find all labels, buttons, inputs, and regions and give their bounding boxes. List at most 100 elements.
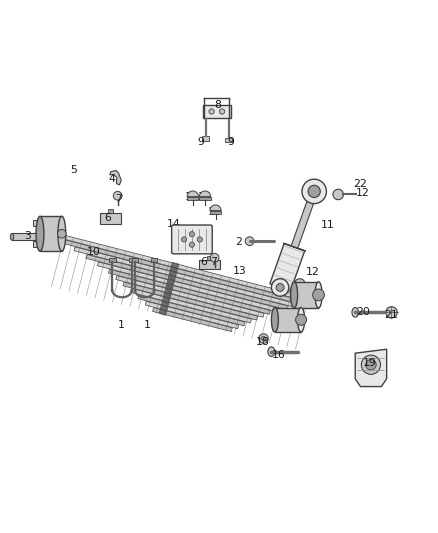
Circle shape xyxy=(259,334,268,343)
Text: 19: 19 xyxy=(363,358,377,368)
Polygon shape xyxy=(86,254,288,310)
Text: 15: 15 xyxy=(208,207,222,217)
Bar xyxy=(33,241,41,247)
Bar xyxy=(294,282,318,308)
Text: 1: 1 xyxy=(144,320,150,330)
Polygon shape xyxy=(270,244,305,291)
Polygon shape xyxy=(145,301,239,329)
Text: 4: 4 xyxy=(109,174,116,184)
Text: 15: 15 xyxy=(185,192,198,201)
Circle shape xyxy=(113,191,122,200)
Circle shape xyxy=(276,284,284,292)
Text: 21: 21 xyxy=(385,310,398,320)
Ellipse shape xyxy=(352,308,358,317)
Bar xyxy=(207,256,212,260)
Polygon shape xyxy=(138,295,245,326)
Bar xyxy=(108,209,113,213)
Polygon shape xyxy=(283,243,306,251)
Ellipse shape xyxy=(11,233,14,240)
Circle shape xyxy=(272,279,289,296)
Circle shape xyxy=(294,279,305,289)
Text: 11: 11 xyxy=(321,220,334,230)
Bar xyxy=(202,136,209,141)
Bar xyxy=(199,260,220,269)
Wedge shape xyxy=(210,205,221,211)
Bar xyxy=(199,197,211,200)
Text: 8: 8 xyxy=(214,100,221,110)
Circle shape xyxy=(181,237,187,242)
Circle shape xyxy=(296,314,307,325)
Wedge shape xyxy=(199,191,211,197)
Text: 12: 12 xyxy=(355,188,369,198)
Ellipse shape xyxy=(315,282,322,308)
Circle shape xyxy=(209,109,214,114)
Circle shape xyxy=(57,229,66,238)
Polygon shape xyxy=(50,232,315,303)
Text: 15: 15 xyxy=(198,192,212,201)
Text: 7: 7 xyxy=(115,194,122,204)
Polygon shape xyxy=(355,349,387,386)
Polygon shape xyxy=(110,171,121,185)
Bar xyxy=(12,233,42,240)
Polygon shape xyxy=(62,239,307,305)
Text: 7: 7 xyxy=(210,257,217,267)
Polygon shape xyxy=(98,262,279,312)
Text: 5: 5 xyxy=(71,165,78,175)
Circle shape xyxy=(361,355,381,374)
Bar xyxy=(100,213,121,224)
Text: 14: 14 xyxy=(167,219,181,229)
Polygon shape xyxy=(116,276,264,317)
Text: 2: 2 xyxy=(235,238,242,247)
FancyBboxPatch shape xyxy=(172,225,212,254)
Bar xyxy=(132,258,138,262)
Circle shape xyxy=(313,289,325,301)
Text: 3: 3 xyxy=(25,231,31,241)
Bar xyxy=(129,258,135,262)
Circle shape xyxy=(302,179,326,204)
Text: 13: 13 xyxy=(233,266,247,276)
Bar xyxy=(187,197,198,200)
Ellipse shape xyxy=(58,216,66,251)
Polygon shape xyxy=(131,288,251,323)
Circle shape xyxy=(219,109,225,114)
Ellipse shape xyxy=(40,233,43,240)
Bar xyxy=(275,308,301,332)
Ellipse shape xyxy=(297,308,304,332)
Wedge shape xyxy=(187,191,198,197)
Ellipse shape xyxy=(272,308,279,332)
Circle shape xyxy=(197,237,202,242)
Circle shape xyxy=(189,231,194,237)
Circle shape xyxy=(386,306,397,318)
Ellipse shape xyxy=(290,282,297,308)
Circle shape xyxy=(261,336,266,341)
Polygon shape xyxy=(152,308,232,332)
Bar xyxy=(33,220,41,227)
Bar xyxy=(225,138,232,142)
Polygon shape xyxy=(291,190,318,248)
Polygon shape xyxy=(108,269,271,314)
Text: 9: 9 xyxy=(227,137,234,147)
Polygon shape xyxy=(123,282,258,320)
Ellipse shape xyxy=(36,216,44,251)
Text: 22: 22 xyxy=(353,180,367,189)
Text: 6: 6 xyxy=(200,257,207,267)
Circle shape xyxy=(245,237,254,246)
Circle shape xyxy=(333,189,343,200)
Text: 9: 9 xyxy=(197,137,204,147)
Ellipse shape xyxy=(268,347,275,357)
Text: 1: 1 xyxy=(117,320,124,330)
Bar xyxy=(210,211,221,214)
Bar xyxy=(151,258,157,262)
Circle shape xyxy=(308,185,320,198)
Text: 12: 12 xyxy=(306,266,320,277)
Text: 6: 6 xyxy=(104,214,111,223)
Text: 16: 16 xyxy=(272,350,285,360)
Circle shape xyxy=(210,253,219,262)
Circle shape xyxy=(189,242,194,247)
Text: 20: 20 xyxy=(356,308,370,317)
Text: 17: 17 xyxy=(280,319,294,329)
Text: 10: 10 xyxy=(86,247,100,257)
Bar xyxy=(40,216,62,251)
Polygon shape xyxy=(74,247,297,308)
Bar xyxy=(203,105,231,118)
